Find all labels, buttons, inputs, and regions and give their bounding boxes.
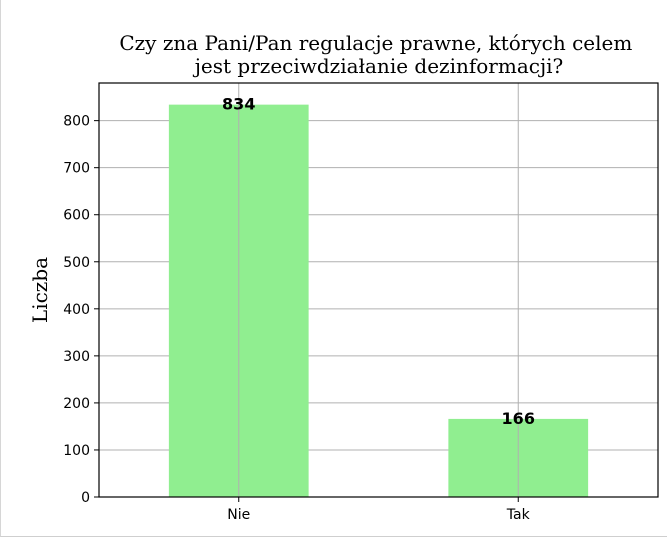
y-tick-label: 200 (63, 396, 90, 412)
y-tick-label: 100 (63, 443, 90, 459)
x-tick-label-tak: Tak (506, 507, 531, 523)
value-labels: 834 166 (222, 95, 535, 428)
plot-frame (98, 82, 659, 498)
x-tick-label-nie: Nie (227, 507, 250, 523)
y-tick-label: 500 (63, 255, 90, 271)
chart-title: Czy zna Pani/Pan regulacje prawne, który… (119, 31, 638, 78)
y-axis-ticks: 0 100 200 300 400 500 600 700 800 (63, 114, 99, 506)
y-tick-label: 600 (63, 208, 90, 224)
x-axis-ticks: Nie Tak (227, 497, 531, 523)
y-tick-label: 300 (63, 349, 90, 365)
y-tick-label: 400 (63, 302, 90, 318)
y-tick-label: 700 (63, 161, 90, 177)
y-axis-label: Liczba (28, 257, 52, 323)
chart-title-line-1: Czy zna Pani/Pan regulacje prawne, który… (119, 31, 632, 55)
y-tick-label: 0 (81, 490, 90, 506)
bars (168, 83, 589, 498)
y-tick-label: 800 (63, 114, 90, 130)
chart-title-line-2: jest przeciwdziałanie dezinformacji? (193, 54, 564, 78)
value-label-tak: 166 (502, 409, 535, 428)
value-label-nie: 834 (222, 95, 255, 114)
